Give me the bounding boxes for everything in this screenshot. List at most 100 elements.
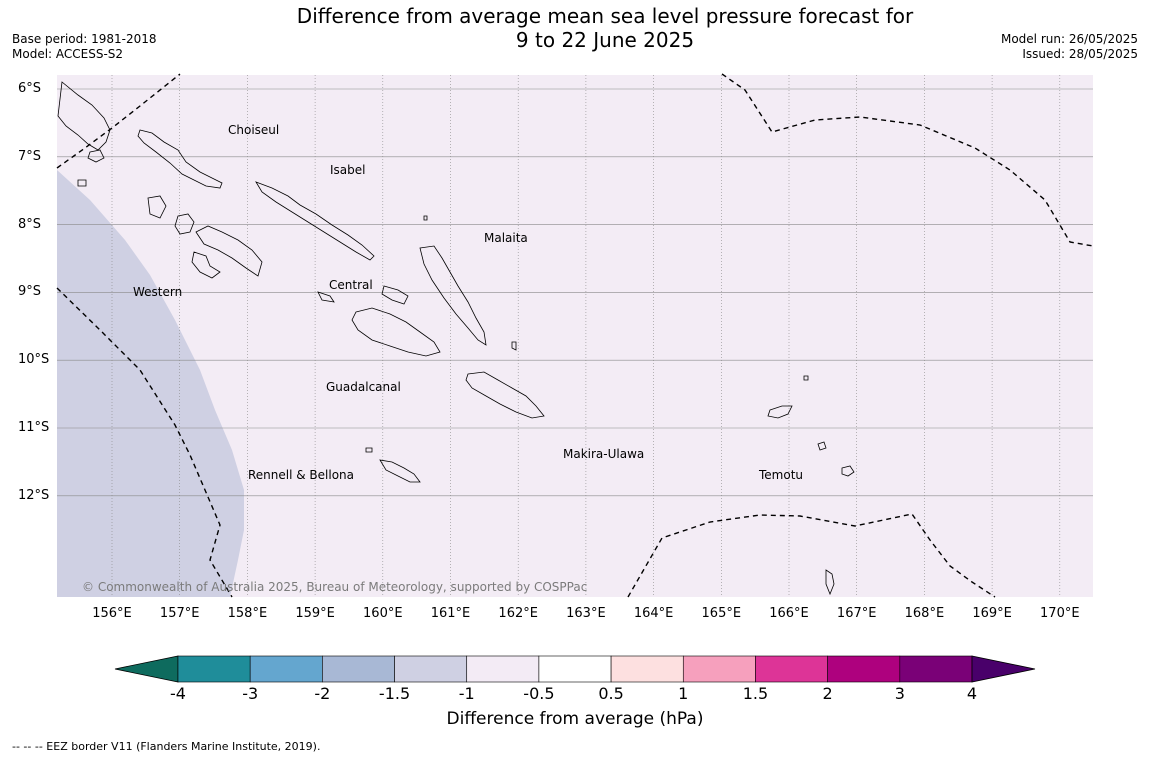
ontong-java-islet	[423, 215, 428, 221]
colorbar-boxes	[114, 655, 1036, 683]
longitude-label: 170°E	[1040, 606, 1080, 621]
region-label-central: Central	[329, 278, 373, 292]
longitude-label: 162°E	[498, 606, 538, 621]
russell-islands	[317, 291, 335, 303]
treasury-islands	[77, 179, 87, 187]
colorbar-max-arrow	[971, 655, 1036, 683]
model-run: Model run: 26/05/2025	[1000, 32, 1138, 46]
longitude-label: 159°E	[295, 606, 335, 621]
model-info: Base period: 1981-2018 Model: ACCESS-S2	[12, 32, 157, 62]
region-label-isabel: Isabel	[330, 163, 366, 177]
colorbar-tick-label: 3	[894, 684, 905, 703]
colorbar-tick-label: -4	[170, 684, 186, 703]
new-georgia-island	[174, 213, 195, 235]
region-label-temotu: Temotu	[759, 468, 804, 482]
coastlines	[57, 81, 855, 596]
malaita-island	[419, 245, 487, 346]
rendova-island	[191, 251, 221, 279]
colorbar-label: Difference from average (hPa)	[446, 709, 704, 729]
colorbar-box	[394, 655, 468, 683]
latitude-label: 8°S	[18, 216, 42, 232]
run-info: Model run: 26/05/2025 Issued: 28/05/2025	[1001, 32, 1138, 62]
latitude-label: 10°S	[18, 352, 50, 368]
title-line-1: Difference from average mean sea level p…	[296, 4, 914, 28]
colorbar-box	[827, 655, 901, 683]
model-name: Model: ACCESS-S2	[12, 47, 124, 61]
colorbar-tick-label: -0.5	[523, 684, 555, 703]
map-title: Difference from average mean sea level p…	[250, 4, 960, 52]
longitude-label: 169°E	[972, 606, 1012, 621]
latitude-label: 7°S	[18, 148, 42, 164]
colorbar-tick-label: 2	[822, 684, 833, 703]
florida-islands	[381, 285, 409, 305]
colorbar-box	[682, 655, 756, 683]
region-label-choiseul: Choiseul	[228, 123, 280, 137]
longitude-label: 161°E	[430, 606, 471, 621]
new-georgia-group	[195, 225, 263, 277]
latitude-label: 12°S	[18, 487, 50, 503]
utupua-island	[817, 441, 827, 451]
eez-footnote: -- -- -- EEZ border V11 (Flanders Marine…	[12, 740, 321, 753]
region-label-western: Western	[133, 285, 183, 299]
longitude-label: 167°E	[836, 606, 877, 621]
longitude-label: 158°E	[227, 606, 268, 621]
copyright-notice: © Commonwealth of Australia 2025, Bureau…	[82, 580, 588, 594]
bougainville-island	[57, 81, 111, 151]
vanikoro-island	[841, 465, 855, 477]
longitude-label: 163°E	[566, 606, 606, 621]
colorbar-tick-label: 0.5	[598, 684, 624, 703]
longitude-label: 166°E	[769, 606, 809, 621]
region-label-makira-ulawa: Makira-Ulawa	[563, 447, 645, 461]
latitude-label: 6°S	[18, 81, 42, 96]
longitude-label: 165°E	[701, 606, 742, 621]
colorbar-box	[322, 655, 395, 683]
colorbar-tick-label: -1.5	[378, 684, 411, 703]
colorbar-box	[755, 655, 828, 683]
colorbar-tick-label: 1	[678, 684, 689, 703]
issued-date: Issued: 28/05/2025	[1022, 47, 1138, 61]
bellona-island	[365, 447, 373, 453]
region-label-guadalcanal: Guadalcanal	[326, 380, 401, 394]
guadalcanal-island	[351, 307, 441, 357]
longitude-label: 168°E	[904, 606, 945, 621]
colorbar-box	[538, 655, 612, 683]
title-line-2: 9 to 22 June 2025	[515, 28, 695, 52]
colorbar-box	[177, 655, 251, 683]
choiseul-island	[137, 129, 223, 189]
colorbar-box	[899, 655, 973, 683]
eez-border-north-east	[721, 73, 1094, 247]
region-label-rennell-bellona: Rennell & Bellona	[248, 468, 355, 482]
colorbar-tick-label: 1.5	[742, 684, 769, 703]
santa-cruz-island	[767, 405, 793, 419]
longitude-label: 164°E	[633, 606, 674, 621]
rennell-island	[379, 459, 421, 483]
longitude-label: 157°E	[159, 606, 200, 621]
colorbar-tick-label: -2	[314, 684, 331, 703]
colorbar-box	[466, 655, 540, 683]
negative-anomaly-area	[57, 170, 244, 597]
anuta-island	[825, 569, 835, 596]
duff-islands	[803, 375, 809, 381]
sikaiana-islet	[511, 341, 517, 351]
vella-lavella-island	[147, 195, 167, 219]
colorbar-box	[249, 655, 323, 683]
longitude-label: 156°E	[92, 606, 132, 621]
base-period: Base period: 1981-2018	[12, 32, 157, 46]
latitude-label: 11°S	[18, 420, 50, 435]
colorbar-tick-label: -3	[242, 684, 259, 703]
longitude-label: 160°E	[363, 606, 403, 621]
isabel-island	[255, 181, 375, 261]
gridlines	[57, 75, 1093, 597]
colorbar-tick-label: 4	[966, 684, 978, 703]
eez-border-south-east	[627, 513, 996, 598]
shortland-islands	[87, 149, 105, 163]
eez-border-north-west	[56, 73, 181, 169]
colorbar-min-arrow	[114, 655, 179, 683]
eez-border-south-west	[56, 287, 233, 598]
makira-island	[465, 371, 545, 419]
region-label-malaita: Malaita	[484, 231, 528, 245]
latitude-label: 9°S	[18, 284, 42, 300]
eez-borders	[56, 73, 1094, 598]
